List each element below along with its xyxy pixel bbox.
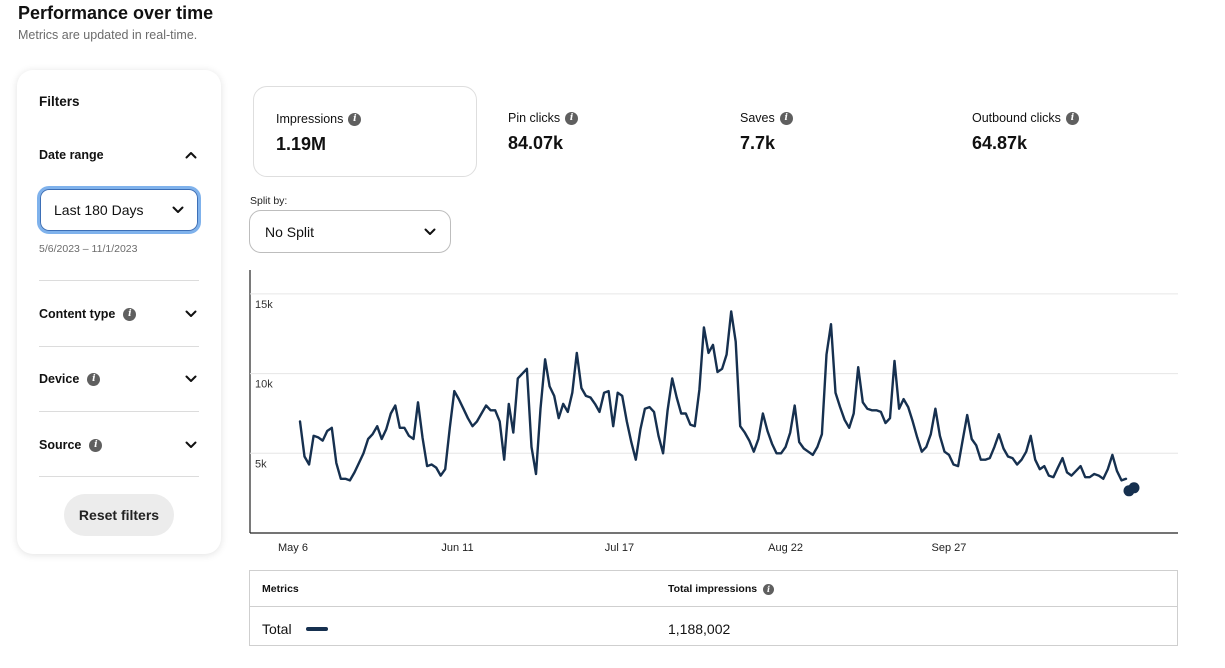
x-tick-label: Sep 27: [932, 542, 967, 554]
table-row: Total: [262, 621, 328, 637]
split-by-label: Split by:: [250, 195, 288, 207]
column-header-total-impressions: Total impressions: [668, 583, 758, 595]
filters-panel: Filters Date range Last 180 Days 5/6/202…: [17, 70, 221, 554]
page-subtitle: Metrics are updated in real-time.: [18, 28, 198, 42]
metric-card-impressions[interactable]: Impressions i 1.19M: [253, 86, 477, 177]
metric-card-outbound-clicks[interactable]: Outbound clicks i 64.87k: [950, 86, 1174, 177]
data-point-marker: [1128, 482, 1140, 494]
line-chart[interactable]: 5k 10k 15k May 6 Jun 11 Jul 17 Aug 22 Sep 27: [249, 270, 1179, 560]
divider: [39, 476, 199, 477]
chevron-down-icon[interactable]: [183, 437, 199, 453]
metric-label: Pin clicks: [508, 111, 561, 125]
info-icon[interactable]: i: [348, 112, 362, 126]
impressions-line: [298, 310, 1128, 482]
reset-filters-button[interactable]: Reset filters: [64, 494, 174, 536]
split-by-value: No Split: [265, 223, 315, 240]
divider: [39, 280, 199, 281]
y-tick-label: 10k: [255, 379, 273, 391]
x-tick-label: Jul 17: [605, 542, 634, 554]
y-tick-label: 15k: [255, 299, 273, 311]
filters-title: Filters: [39, 94, 80, 109]
y-tick-label: 5k: [255, 458, 267, 470]
device-label: Device: [39, 372, 80, 386]
table-header: Metrics Total impressions i: [250, 571, 1177, 607]
chevron-down-icon[interactable]: [183, 371, 199, 387]
metric-label: Saves: [740, 111, 775, 125]
row-value: 1,188,002: [668, 621, 731, 637]
info-icon[interactable]: i: [779, 111, 793, 125]
info-icon[interactable]: i: [565, 111, 579, 125]
x-tick-label: Jun 11: [441, 542, 473, 554]
page-title: Performance over time: [18, 3, 214, 23]
metric-card-pin-clicks[interactable]: Pin clicks i 84.07k: [486, 86, 710, 177]
date-range-section[interactable]: Date range: [39, 145, 199, 165]
column-header-metrics: Metrics: [262, 583, 299, 595]
chevron-down-icon: [422, 224, 438, 240]
metric-label: Impressions: [276, 112, 344, 126]
date-range-select[interactable]: Last 180 Days: [37, 186, 201, 234]
source-section[interactable]: Source i: [39, 435, 199, 455]
info-icon[interactable]: i: [89, 438, 103, 452]
date-range-value: Last 180 Days: [54, 202, 144, 218]
info-icon[interactable]: i: [763, 583, 775, 595]
info-icon[interactable]: i: [87, 372, 101, 386]
info-icon[interactable]: i: [123, 307, 137, 321]
split-by-select[interactable]: No Split: [249, 210, 451, 253]
chevron-down-icon: [170, 202, 186, 218]
metric-card-saves[interactable]: Saves i 7.7k: [718, 86, 942, 177]
source-label: Source: [39, 438, 82, 452]
metric-value: 1.19M: [276, 134, 327, 154]
date-range-label: Date range: [39, 148, 104, 162]
divider: [39, 346, 199, 347]
metric-value: 84.07k: [508, 133, 564, 153]
info-icon[interactable]: i: [1065, 111, 1079, 125]
date-range-hint: 5/6/2023 – 11/1/2023: [39, 243, 138, 255]
metric-label: Outbound clicks: [972, 111, 1061, 125]
chevron-down-icon[interactable]: [183, 306, 199, 322]
x-tick-label: Aug 22: [768, 542, 803, 554]
divider: [39, 411, 199, 412]
chart-svg: 5k 10k 15k May 6 Jun 11 Jul 17 Aug 22 Sep 27: [249, 270, 1178, 554]
content-type-section[interactable]: Content type i: [39, 304, 199, 324]
metric-value: 7.7k: [740, 133, 776, 153]
legend-swatch: [305, 627, 328, 631]
metric-value: 64.87k: [972, 133, 1028, 153]
x-tick-label: May 6: [278, 542, 308, 554]
row-label: Total: [262, 621, 292, 637]
metrics-table: Metrics Total impressions i Total 1,188,…: [249, 570, 1178, 646]
content-type-label: Content type: [39, 307, 116, 321]
device-section[interactable]: Device i: [39, 369, 199, 389]
chevron-up-icon[interactable]: [183, 147, 199, 163]
